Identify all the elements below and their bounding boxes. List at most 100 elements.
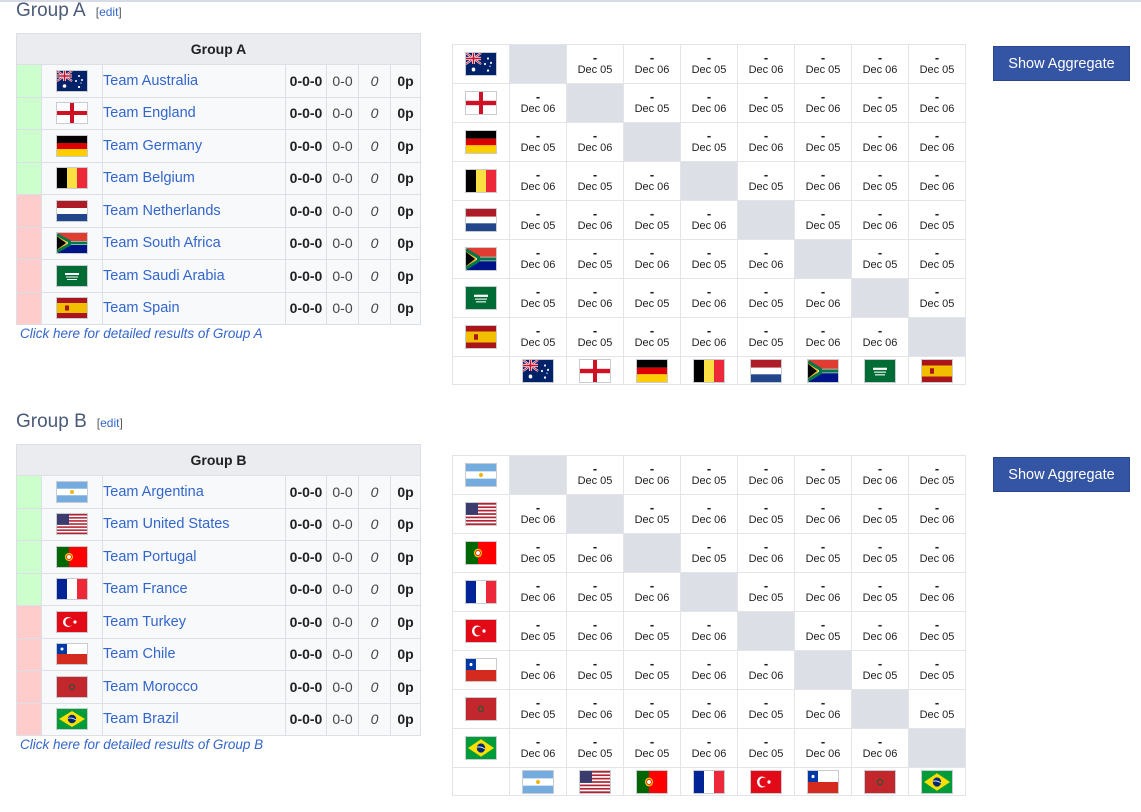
match-cell[interactable]: - Dec 05 (737, 689, 795, 729)
match-cell[interactable]: - Dec 06 (509, 728, 567, 768)
match-cell[interactable]: - Dec 06 (851, 122, 909, 162)
team-name[interactable]: Team Netherlands (103, 202, 221, 219)
match-cell[interactable]: - Dec 06 (509, 239, 567, 279)
match-cell[interactable]: - Dec 06 (509, 650, 567, 690)
show-aggregate-button[interactable]: Show Aggregate (993, 46, 1130, 81)
edit-label[interactable]: edit (99, 5, 119, 19)
match-cell[interactable]: - Dec 06 (794, 161, 852, 201)
match-cell[interactable]: - Dec 05 (566, 239, 624, 279)
match-cell[interactable]: - Dec 05 (509, 611, 567, 651)
match-cell[interactable]: - Dec 06 (680, 278, 738, 318)
match-cell[interactable]: - Dec 05 (566, 161, 624, 201)
match-cell[interactable]: - Dec 05 (851, 83, 909, 123)
match-cell[interactable]: - Dec 06 (680, 200, 738, 240)
match-cell[interactable]: - Dec 06 (851, 611, 909, 651)
match-cell[interactable]: - Dec 05 (737, 728, 795, 768)
team-name-link[interactable]: Team Netherlands (102, 194, 286, 228)
match-cell[interactable]: - Dec 05 (566, 728, 624, 768)
match-cell[interactable]: - Dec 05 (566, 317, 624, 357)
team-name-link[interactable]: Team Spain (102, 291, 286, 325)
team-name-link[interactable]: Team Australia (102, 64, 286, 98)
match-cell[interactable]: - Dec 06 (680, 728, 738, 768)
match-cell[interactable]: - Dec 05 (737, 572, 795, 612)
team-name[interactable]: Team England (103, 105, 196, 122)
match-cell[interactable]: - Dec 06 (737, 44, 795, 84)
match-cell[interactable]: - Dec 06 (509, 83, 567, 123)
match-cell[interactable]: - Dec 06 (851, 44, 909, 84)
team-name-link[interactable]: Team Brazil (102, 702, 286, 736)
match-cell[interactable]: - Dec 05 (623, 650, 681, 690)
match-cell[interactable]: - Dec 06 (566, 200, 624, 240)
match-cell[interactable]: - Dec 05 (566, 650, 624, 690)
match-cell[interactable]: - Dec 05 (680, 239, 738, 279)
match-cell[interactable]: - Dec 05 (623, 689, 681, 729)
team-name[interactable]: Team South Africa (103, 235, 221, 252)
match-cell[interactable]: - Dec 06 (737, 650, 795, 690)
match-cell[interactable]: - Dec 05 (509, 122, 567, 162)
match-cell[interactable]: - Dec 05 (851, 650, 909, 690)
team-name[interactable]: Team United States (103, 516, 230, 533)
team-name-link[interactable]: Team England (102, 96, 286, 130)
match-cell[interactable]: - Dec 05 (566, 44, 624, 84)
match-cell[interactable]: - Dec 06 (509, 494, 567, 534)
team-name-link[interactable]: Team Saudi Arabia (102, 259, 286, 293)
team-name[interactable]: Team Saudi Arabia (103, 267, 225, 284)
match-cell[interactable]: - Dec 06 (566, 278, 624, 318)
match-cell[interactable]: - Dec 05 (623, 728, 681, 768)
match-cell[interactable]: - Dec 05 (737, 494, 795, 534)
match-cell[interactable]: - Dec 05 (851, 572, 909, 612)
match-cell[interactable]: - Dec 06 (737, 239, 795, 279)
match-cell[interactable]: - Dec 06 (566, 122, 624, 162)
team-name[interactable]: Team Spain (103, 300, 180, 317)
match-cell[interactable]: - Dec 05 (737, 278, 795, 318)
match-cell[interactable]: - Dec 06 (680, 83, 738, 123)
match-cell[interactable]: - Dec 05 (509, 533, 567, 573)
match-cell[interactable]: - Dec 05 (680, 533, 738, 573)
team-name-link[interactable]: Team Germany (102, 129, 286, 163)
match-cell[interactable]: - Dec 05 (794, 44, 852, 84)
match-cell[interactable]: - Dec 05 (680, 122, 738, 162)
match-cell[interactable]: - Dec 06 (851, 200, 909, 240)
match-cell[interactable]: - Dec 06 (908, 572, 966, 612)
team-name-link[interactable]: Team Argentina (102, 475, 286, 509)
match-cell[interactable]: - Dec 05 (908, 239, 966, 279)
match-cell[interactable]: - Dec 06 (794, 278, 852, 318)
match-cell[interactable]: - Dec 06 (794, 572, 852, 612)
match-cell[interactable]: - Dec 06 (737, 122, 795, 162)
match-cell[interactable]: - Dec 05 (908, 44, 966, 84)
match-cell[interactable]: - Dec 05 (908, 650, 966, 690)
match-cell[interactable]: - Dec 06 (509, 572, 567, 612)
team-name[interactable]: Team Chile (103, 646, 176, 663)
team-name-link[interactable]: Team United States (102, 507, 286, 541)
match-cell[interactable]: - Dec 05 (851, 494, 909, 534)
match-cell[interactable]: - Dec 06 (794, 728, 852, 768)
match-cell[interactable]: - Dec 06 (680, 689, 738, 729)
match-cell[interactable]: - Dec 06 (794, 494, 852, 534)
team-name-link[interactable]: Team France (102, 572, 286, 606)
team-name-link[interactable]: Team Morocco (102, 670, 286, 704)
team-name[interactable]: Team Australia (103, 72, 199, 89)
match-cell[interactable]: - Dec 06 (566, 533, 624, 573)
match-cell[interactable]: - Dec 05 (737, 317, 795, 357)
match-cell[interactable]: - Dec 06 (623, 44, 681, 84)
match-cell[interactable]: - Dec 06 (623, 239, 681, 279)
match-cell[interactable]: - Dec 06 (680, 317, 738, 357)
match-cell[interactable]: - Dec 05 (794, 533, 852, 573)
match-cell[interactable]: - Dec 05 (566, 455, 624, 495)
team-name[interactable]: Team Portugal (103, 548, 197, 565)
match-cell[interactable]: - Dec 05 (794, 122, 852, 162)
match-cell[interactable]: - Dec 06 (908, 494, 966, 534)
match-cell[interactable]: - Dec 06 (680, 494, 738, 534)
match-cell[interactable]: - Dec 06 (737, 533, 795, 573)
team-name[interactable]: Team Brazil (103, 711, 179, 728)
team-name[interactable]: Team Turkey (103, 613, 186, 630)
match-cell[interactable]: - Dec 05 (851, 239, 909, 279)
match-cell[interactable]: - Dec 06 (794, 689, 852, 729)
team-name[interactable]: Team France (103, 581, 188, 598)
match-cell[interactable]: - Dec 06 (851, 455, 909, 495)
edit-link[interactable]: [edit] (95, 5, 122, 19)
match-cell[interactable]: - Dec 06 (623, 455, 681, 495)
match-cell[interactable]: - Dec 06 (509, 161, 567, 201)
match-cell[interactable]: - Dec 06 (794, 83, 852, 123)
match-cell[interactable]: - Dec 05 (509, 200, 567, 240)
